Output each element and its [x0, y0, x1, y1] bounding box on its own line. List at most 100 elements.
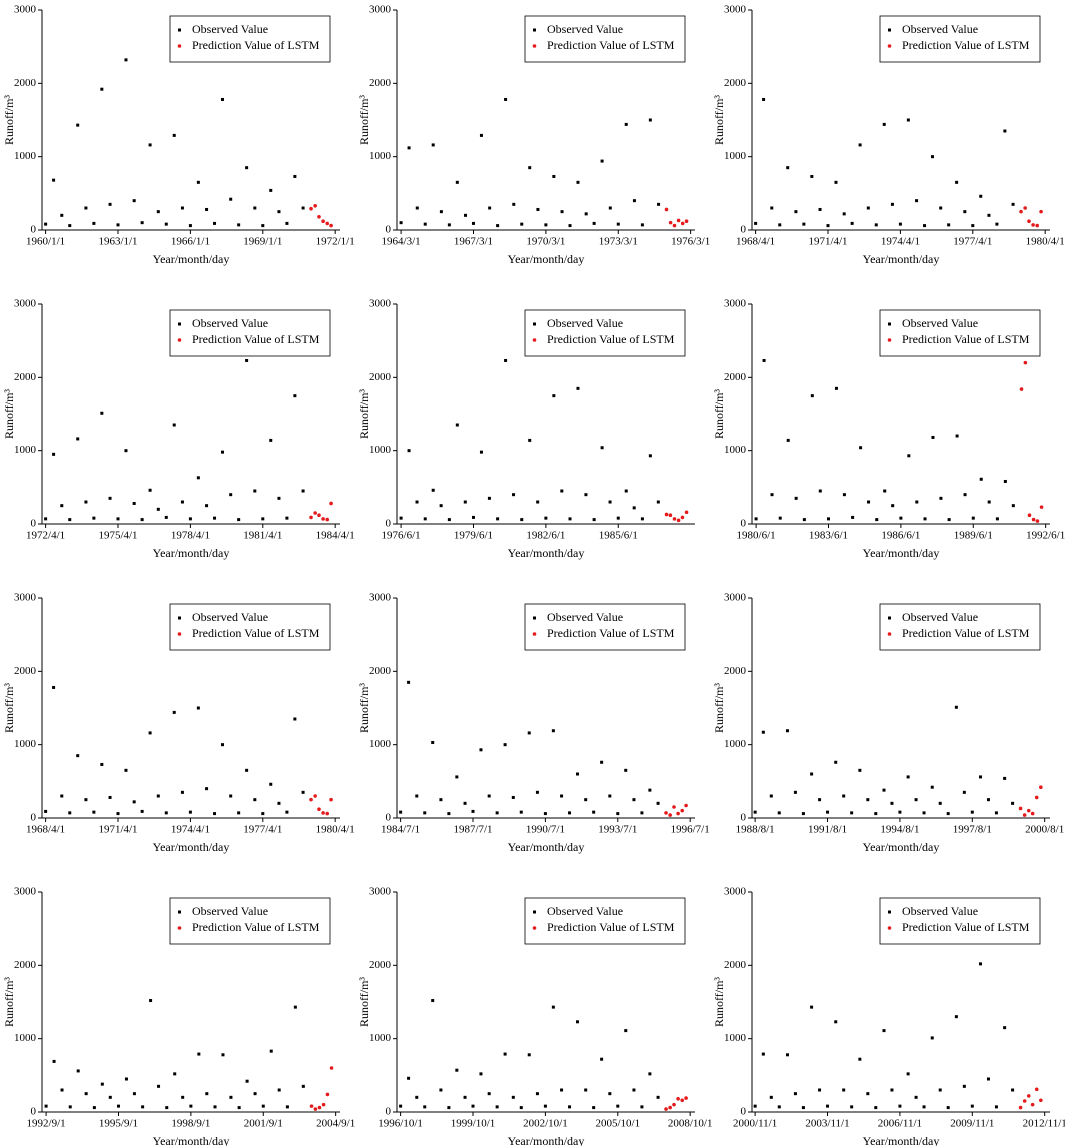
point: [676, 811, 680, 816]
point: [801, 1106, 805, 1110]
legend-box: [524, 603, 686, 651]
x-tick-label: 1974/4/1: [171, 824, 210, 836]
x-tick-label: 1976/3/1: [671, 236, 710, 248]
legend-box: [169, 309, 331, 357]
point: [939, 206, 943, 210]
legend-label: Prediction Value of LSTM: [192, 920, 320, 934]
point: [786, 438, 790, 442]
point: [487, 1092, 491, 1096]
legend-label: Observed Value: [547, 904, 623, 918]
point: [487, 496, 491, 500]
point: [261, 517, 265, 521]
point: [188, 810, 192, 814]
legend-marker: [888, 910, 891, 914]
point: [140, 809, 144, 813]
y-tick-label: 3000: [724, 298, 747, 310]
y-tick-label: 1000: [14, 1032, 37, 1044]
legend-label: Observed Value: [547, 316, 623, 330]
point: [108, 496, 112, 500]
y-axis-label: Runoff/m³: [712, 977, 726, 1027]
y-axis-label: Runoff/m³: [712, 389, 726, 439]
point: [842, 493, 846, 497]
point: [293, 717, 297, 721]
point: [1039, 505, 1044, 509]
y-tick-label: 0: [386, 518, 392, 530]
point: [60, 504, 64, 508]
point: [431, 740, 435, 744]
point: [399, 516, 403, 520]
legend-label: Observed Value: [192, 316, 268, 330]
y-axis-label: Runoff/m³: [357, 95, 371, 145]
panel: 0 1000 2000 3000 1988/8/1 1991/8/1 1994/8/1 199…: [712, 592, 1065, 854]
point: [890, 801, 894, 805]
point: [447, 223, 451, 227]
point: [1030, 811, 1035, 816]
point: [479, 450, 483, 454]
point: [834, 386, 838, 390]
y-tick-label: 1000: [369, 444, 392, 456]
point: [277, 496, 281, 500]
point: [882, 1029, 886, 1033]
point: [495, 811, 499, 815]
point: [229, 794, 233, 798]
legend-label: Observed Value: [902, 22, 978, 36]
panel: 0 1000 2000 3000 1968/4/1 1971/4/1 1974/4/1 197…: [712, 4, 1065, 266]
x-tick-label: 1999/10/1: [451, 1118, 496, 1130]
x-tick-label: 1973/3/1: [599, 236, 638, 248]
point: [220, 450, 224, 454]
x-tick-label: 1966/1/1: [171, 236, 210, 248]
point: [237, 811, 241, 815]
point: [124, 58, 128, 62]
x-axis-label: Year/month/day: [508, 546, 585, 560]
point: [329, 797, 333, 802]
point: [44, 809, 48, 813]
point: [415, 500, 419, 504]
point: [141, 1105, 145, 1109]
point: [802, 222, 806, 226]
point: [156, 794, 160, 798]
point: [245, 358, 249, 362]
x-tick-label: 1994/8/1: [880, 824, 919, 836]
legend-marker: [533, 28, 536, 32]
point: [922, 1105, 926, 1109]
point: [777, 811, 781, 815]
x-tick-label: 1972/1/1: [316, 236, 355, 248]
point: [76, 754, 80, 758]
point: [301, 1084, 305, 1088]
point: [979, 775, 983, 779]
point: [495, 1105, 499, 1109]
point: [778, 223, 782, 227]
point: [624, 122, 628, 126]
x-tick-label: 1981/4/1: [243, 530, 282, 542]
legend-marker: [888, 616, 891, 620]
point: [1026, 1094, 1031, 1098]
y-tick-label: 1000: [369, 1032, 392, 1044]
point: [668, 220, 673, 225]
legend-marker: [533, 322, 536, 326]
point: [196, 180, 200, 184]
point: [608, 500, 612, 504]
point: [867, 500, 871, 504]
point: [608, 1092, 612, 1096]
point: [116, 1104, 120, 1108]
legend-box: [879, 309, 1041, 357]
legend-box: [169, 897, 331, 945]
legend: Observed Value Prediction Value of LSTM: [524, 309, 686, 357]
y-tick-label: 0: [31, 1106, 37, 1118]
point: [325, 517, 330, 522]
x-tick-label: 1998/9/1: [171, 1118, 210, 1130]
point: [875, 518, 879, 522]
point: [293, 1005, 297, 1009]
x-axis-label: Year/month/day: [153, 1134, 230, 1146]
point: [543, 1104, 547, 1108]
point: [1026, 808, 1031, 813]
x-tick-label: 1980/4/1: [316, 824, 355, 836]
x-axis-label: Year/month/day: [863, 546, 940, 560]
point: [76, 1069, 80, 1073]
point: [810, 772, 814, 776]
point: [632, 199, 636, 203]
point: [648, 118, 652, 122]
point: [261, 1104, 265, 1108]
point: [229, 1095, 233, 1099]
point: [1018, 1105, 1023, 1110]
